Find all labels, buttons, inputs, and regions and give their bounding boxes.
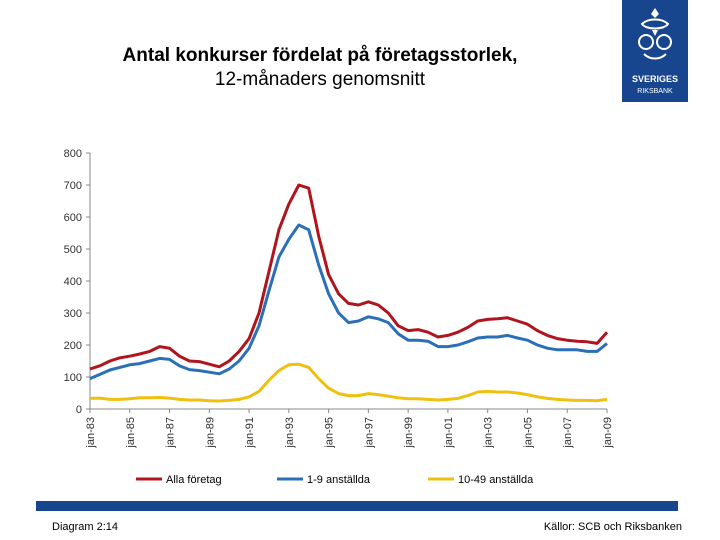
legend: Alla företag 1-9 anställda 10-49 anställda bbox=[136, 474, 534, 486]
x-tick-label: jan-97 bbox=[363, 417, 375, 449]
y-tick-label: 100 bbox=[64, 372, 82, 384]
y-tick-label: 200 bbox=[64, 340, 82, 352]
x-tick-label: jan-09 bbox=[602, 417, 614, 449]
source-note: Källor: SCB och Riksbanken bbox=[543, 521, 682, 533]
x-tick-label: jan-83 bbox=[85, 417, 97, 449]
x-tick-label: jan-91 bbox=[244, 417, 256, 449]
series-line-2 bbox=[89, 223, 608, 380]
legend-label-3: 10-49 anställda bbox=[458, 474, 534, 486]
y-tick-label: 300 bbox=[64, 308, 82, 320]
y-tick-label: 0 bbox=[76, 404, 82, 416]
x-tick-label: jan-07 bbox=[562, 417, 574, 449]
diagram-number: Diagram 2:14 bbox=[52, 521, 119, 533]
x-tick-label: jan-95 bbox=[324, 417, 336, 449]
x-tick-label: jan-85 bbox=[125, 417, 137, 449]
x-tick-label: jan-99 bbox=[403, 417, 415, 449]
x-tick-label: jan-03 bbox=[483, 417, 495, 449]
legend-label-2: 1-9 anställda bbox=[307, 474, 371, 486]
riksbank-emblem-icon: SVERIGES RIKSBANK bbox=[632, 8, 678, 95]
y-axis: 0 100 200 300 400 500 600 700 800 bbox=[64, 148, 91, 416]
title-block: Antal konkurser fördelat på företagsstor… bbox=[40, 44, 600, 92]
riksbank-logo: SVERIGES RIKSBANK bbox=[622, 0, 688, 102]
x-axis: jan-83 jan-85 jan-87 jan-89 jan-91 jan-93 jan-… bbox=[85, 408, 614, 449]
footer-bar bbox=[36, 501, 678, 511]
x-tick-label: jan-87 bbox=[165, 417, 177, 449]
legend-label-1: Alla företag bbox=[166, 474, 222, 486]
logo-line1: SVERIGES bbox=[632, 74, 678, 84]
x-tick-label: jan-01 bbox=[443, 417, 455, 449]
series-line-3 bbox=[89, 362, 608, 403]
x-tick-label: jan-05 bbox=[522, 417, 534, 449]
page-subtitle: 12-månaders genomsnitt bbox=[214, 69, 426, 90]
y-tick-label: 800 bbox=[64, 148, 82, 160]
y-tick-label: 500 bbox=[64, 244, 82, 256]
y-tick-label: 700 bbox=[64, 180, 82, 192]
x-tick-label: jan-93 bbox=[284, 417, 296, 449]
page-title: Antal konkurser fördelat på företagsstor… bbox=[122, 45, 518, 66]
y-tick-label: 600 bbox=[64, 212, 82, 224]
y-tick-label: 400 bbox=[64, 276, 82, 288]
x-tick-label: jan-89 bbox=[204, 417, 216, 449]
series-group bbox=[89, 183, 609, 403]
logo-line2: RIKSBANK bbox=[637, 88, 673, 95]
series-line-1 bbox=[89, 183, 609, 371]
